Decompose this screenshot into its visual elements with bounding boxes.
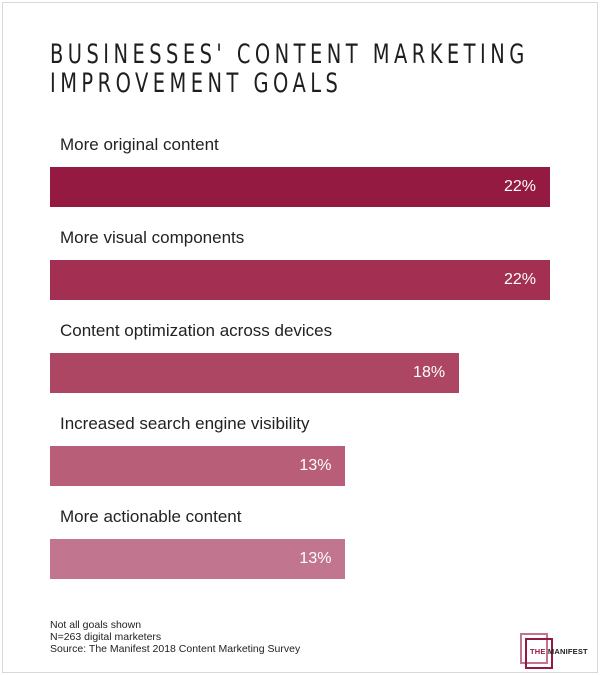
bar: 22% (50, 260, 550, 300)
chart-title: BUSINESSES' CONTENT MARKETING IMPROVEMEN… (50, 40, 529, 98)
bar: 13% (50, 539, 346, 579)
category-label: More visual components (60, 228, 245, 247)
category-label: Content optimization across devices (60, 321, 333, 340)
data-label: 13% (299, 457, 332, 474)
data-label: 22% (503, 271, 536, 288)
bar: 13% (50, 446, 346, 486)
category-label: More original content (60, 135, 219, 154)
data-label: 18% (413, 364, 446, 381)
category-label: Increased search engine visibility (60, 414, 310, 433)
note: Not all goals shown (50, 619, 142, 631)
title-line-2: IMPROVEMENT GOALS (50, 68, 343, 99)
data-label: 13% (299, 550, 332, 567)
title-line-1: BUSINESSES' CONTENT MARKETING (50, 39, 529, 70)
category-label: More actionable content (60, 507, 242, 526)
bar: 22% (50, 167, 550, 207)
source-note: Source: The Manifest 2018 Content Market… (50, 643, 301, 655)
the-manifest-logo: THE MANIFEST (520, 633, 588, 669)
data-label: 22% (503, 178, 536, 195)
chart-notes: Not all goals shown N=263 digital market… (50, 619, 300, 655)
bar: 18% (50, 353, 460, 393)
note: N=263 digital marketers (50, 631, 162, 643)
